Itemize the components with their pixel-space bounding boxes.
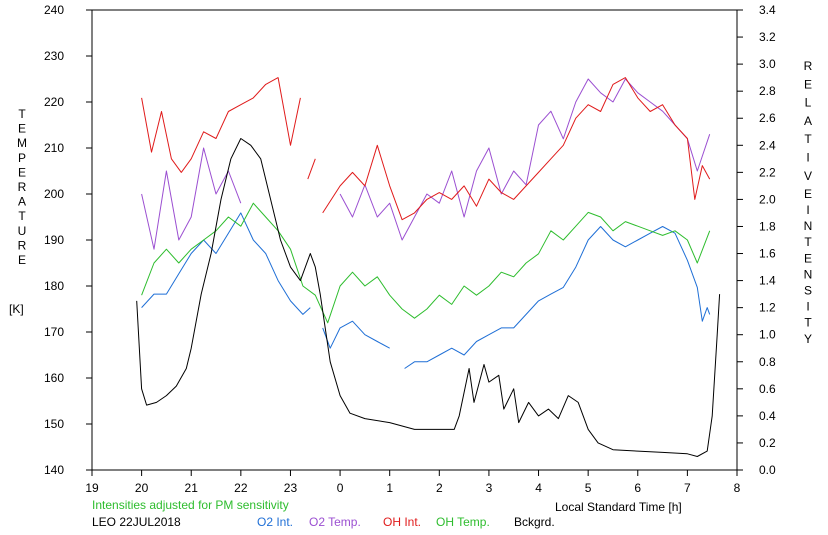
right-axis-title-letter: T — [804, 132, 812, 146]
right-tick-label: 3.0 — [759, 57, 776, 71]
left-axis-title-letter: U — [18, 224, 27, 238]
right-axis-title-letter: T — [804, 316, 812, 330]
legend-o2-int: O2 Int. — [257, 515, 293, 529]
right-axis-title-letter: A — [804, 114, 812, 128]
series-line-o2-int — [141, 212, 711, 369]
left-tick-label: 180 — [44, 279, 64, 293]
right-tick-label: 2.6 — [759, 111, 776, 125]
series-line-oh-temp — [141, 202, 711, 324]
left-axis-title-letter: E — [18, 253, 26, 267]
right-tick-label: 3.2 — [759, 30, 776, 44]
right-tick-label: 1.0 — [759, 328, 776, 342]
left-axis-title-letter: P — [18, 151, 26, 165]
left-tick-label: 200 — [44, 187, 64, 201]
left-axis-title-letter: E — [18, 122, 26, 136]
left-axis-title-letter: A — [18, 195, 26, 209]
left-axis-title-letter: E — [18, 165, 26, 179]
right-tick-label: 0.8 — [759, 355, 776, 369]
right-tick-label: 2.8 — [759, 84, 776, 98]
plot-frame — [91, 9, 738, 471]
series-line-o2-temp — [141, 78, 711, 250]
left-axis-title-letter: T — [18, 209, 26, 223]
right-axis-title-letter: E — [804, 187, 812, 201]
right-axis-title-letter: I — [806, 203, 809, 217]
x-tick-label: 2 — [436, 481, 443, 495]
legend-oh-temp: OH Temp. — [436, 515, 490, 529]
left-axis-unit: [K] — [9, 302, 24, 316]
x-tick-label: 22 — [234, 481, 248, 495]
x-tick-label: 1 — [386, 481, 393, 495]
x-tick-label: 19 — [85, 481, 99, 495]
legend-o2-temp: O2 Temp. — [309, 515, 361, 529]
right-axis-title-letter: I — [806, 151, 809, 165]
x-tick-label: 23 — [284, 481, 298, 495]
left-tick-label: 190 — [44, 233, 64, 247]
left-axis: 140 150 160 170 180 190 200 210 220 230 240 — [44, 3, 92, 477]
right-axis: 0.0 0.2 0.4 0.6 0.8 1.0 1.2 1.4 1.6 1.8 2.0 2.2 2.4 2… — [737, 3, 776, 477]
series-line-oh-int — [141, 77, 711, 221]
right-tick-label: 3.4 — [759, 3, 776, 17]
right-tick-label: 0.6 — [759, 382, 776, 396]
right-tick-label: 1.4 — [759, 274, 776, 288]
left-tick-label: 220 — [44, 95, 64, 109]
right-axis-title-letter: E — [804, 77, 812, 91]
series-line-bckgrd — [136, 138, 721, 457]
left-tick-label: 240 — [44, 3, 64, 17]
right-tick-label: 1.8 — [759, 219, 776, 233]
x-axis-label: Local Standard Time [h] — [555, 500, 682, 514]
right-tick-label: 1.2 — [759, 301, 776, 315]
x-tick-label: 6 — [634, 481, 641, 495]
right-axis-title-letter: R — [804, 59, 813, 73]
x-axis: 19 20 21 22 23 0 1 2 3 4 5 6 7 8 — [85, 470, 741, 495]
sensitivity-note: Intensities adjusted for PM sensitivity — [92, 498, 289, 512]
right-axis-title-letter: V — [804, 169, 812, 183]
right-tick-label: 2.4 — [759, 138, 776, 152]
right-tick-label: 2.0 — [759, 192, 776, 206]
x-tick-label: 4 — [535, 481, 542, 495]
series-layer — [136, 77, 721, 457]
left-tick-label: 160 — [44, 371, 64, 385]
left-tick-label: 170 — [44, 325, 64, 339]
left-tick-label: 140 — [44, 463, 64, 477]
x-tick-label: 8 — [734, 481, 741, 495]
right-tick-label: 0.0 — [759, 463, 776, 477]
left-tick-label: 210 — [44, 141, 64, 155]
right-axis-title-letter: Y — [804, 332, 812, 346]
right-axis-title-letter: L — [805, 96, 812, 110]
legend-oh-int: OH Int. — [383, 515, 421, 529]
right-tick-label: 0.4 — [759, 409, 776, 423]
left-tick-label: 230 — [44, 49, 64, 63]
right-axis-title-letter: E — [804, 251, 812, 265]
left-axis-title-letter: R — [18, 238, 27, 252]
left-axis-title-letter: M — [17, 136, 27, 150]
right-axis-title-letter: S — [804, 284, 812, 298]
right-axis-title-letter: I — [806, 300, 809, 314]
x-tick-label: 0 — [337, 481, 344, 495]
legend-bckgrd: Bckgrd. — [514, 515, 555, 529]
right-axis-title-letter: N — [804, 219, 813, 233]
x-tick-label: 20 — [135, 481, 149, 495]
left-axis-title-letter: T — [18, 107, 26, 121]
legend: O2 Int. O2 Temp. OH Int. OH Temp. Bckgrd… — [257, 515, 555, 529]
right-tick-label: 0.2 — [759, 436, 776, 450]
left-tick-label: 150 — [44, 417, 64, 431]
x-tick-label: 7 — [684, 481, 691, 495]
left-axis-title-letter: R — [18, 180, 27, 194]
right-tick-label: 1.6 — [759, 247, 776, 261]
right-axis-title-letter: T — [804, 235, 812, 249]
x-tick-label: 21 — [185, 481, 199, 495]
x-tick-label: 5 — [585, 481, 592, 495]
right-tick-label: 2.2 — [759, 165, 776, 179]
right-axis-title-letter: N — [804, 267, 813, 281]
x-tick-label: 3 — [486, 481, 493, 495]
station-label: LEO 22JUL2018 — [92, 515, 181, 529]
